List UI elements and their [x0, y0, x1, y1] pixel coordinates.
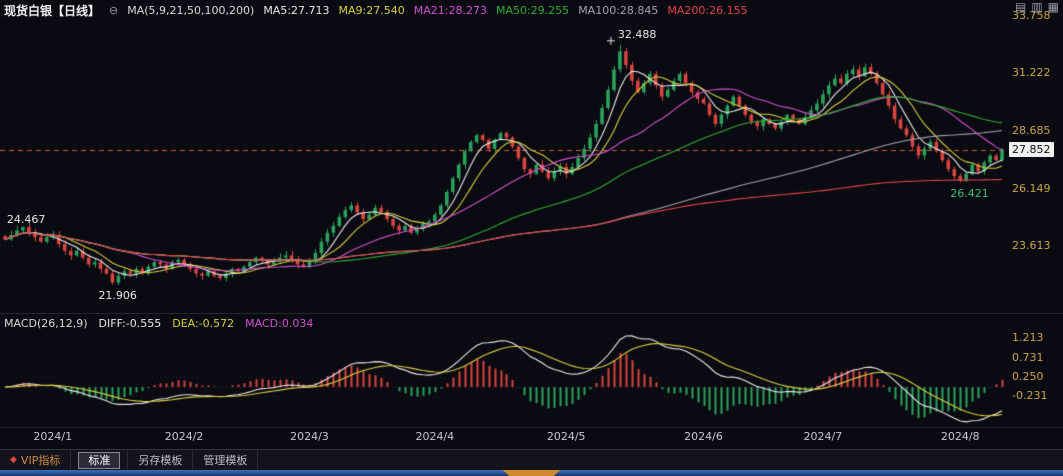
price-axis-label: 31.222 — [1012, 66, 1051, 80]
price-axis-label: 33.758 — [1012, 9, 1051, 22]
macd-axis-label: 0.250 — [1012, 369, 1044, 383]
date-axis-label: 2024/1 — [33, 430, 73, 443]
collapse-icon[interactable]: ⊖ — [109, 4, 119, 17]
chart-view-toggles: ▤ ▥ ▦ — [1015, 1, 1059, 14]
panel-divider — [0, 427, 1063, 428]
bottom-toolbar: ◆ VIP指标 标准 另存模板 管理模板 — [0, 449, 1063, 470]
price-axis-label: 26.149 — [1012, 181, 1051, 195]
price-axis-label: 28.685 — [1012, 124, 1051, 137]
macd-macd-value: MACD:0.034 — [245, 317, 314, 330]
tab-manage-template-label: 管理模板 — [203, 454, 248, 467]
ann-recent-low: 26.421 — [950, 187, 989, 201]
single-view-icon[interactable]: ▤ — [1014, 0, 1027, 14]
chart-header: 现货白银【日线】 ⊖ MA(5,9,21,50,100,200) MA5:27.… — [4, 2, 748, 19]
macd-axis-label: -0.231 — [1012, 389, 1048, 403]
ann-low-jan: 21.906 — [98, 288, 137, 302]
tab-standard[interactable]: 标准 — [78, 451, 121, 469]
macd-header: MACD(26,12,9) DIFF:-0.555 DEA:-0.572 MAC… — [4, 317, 313, 330]
date-axis-label: 2024/8 — [940, 430, 980, 443]
ma50-value: MA50:29.255 — [495, 4, 570, 17]
tab-standard-wrap: 标准 — [71, 450, 129, 470]
ma200-value: MA200:26.155 — [667, 4, 748, 17]
grid-view-icon[interactable]: ▦ — [1047, 0, 1059, 14]
date-axis-label: 2024/6 — [684, 430, 723, 443]
ma100-value: MA100:28.845 — [578, 4, 659, 17]
tab-save-template[interactable]: 另存模板 — [128, 450, 194, 470]
date-axis-label: 2024/4 — [415, 430, 455, 443]
price-axis-label: 23.613 — [1012, 239, 1051, 252]
panel-collapse-handle[interactable] — [502, 470, 561, 476]
tab-save-template-label: 另存模板 — [138, 454, 183, 467]
ma9-value: MA9:27.540 — [338, 4, 405, 17]
tab-manage-template[interactable]: 管理模板 — [193, 450, 259, 470]
macd-axis-label: 1.213 — [1012, 331, 1044, 344]
last-price-badge: 27.852 — [1009, 141, 1054, 157]
date-axis-label: 2024/7 — [803, 430, 843, 443]
macd-dea-value: DEA:-0.572 — [172, 317, 235, 330]
panel-divider — [0, 313, 1063, 314]
ann-high-early: 24.467 — [6, 212, 46, 226]
vip-diamond-icon: ◆ — [10, 455, 17, 465]
tab-vip-indicators[interactable]: ◆ VIP指标 — [0, 450, 72, 470]
ma21-value: MA21:28.273 — [413, 4, 487, 17]
tab-vip-label: VIP指标 — [20, 454, 61, 467]
ann-peak: 32.488 — [617, 27, 657, 41]
split-view-icon[interactable]: ▥ — [1031, 0, 1043, 14]
date-axis-label: 2024/3 — [290, 430, 329, 443]
instrument-title: 现货白银【日线】 — [4, 4, 101, 18]
date-axis-label: 2024/5 — [546, 430, 586, 443]
macd-settings-label[interactable]: MACD(26,12,9) — [4, 317, 88, 330]
ma-settings-label[interactable]: MA(5,9,21,50,100,200) — [127, 4, 255, 17]
macd-axis-label: 0.731 — [1012, 350, 1044, 364]
price-chart-canvas[interactable] — [0, 0, 1063, 448]
macd-diff-value: DIFF:-0.555 — [98, 317, 162, 330]
ma5-value: MA5:27.713 — [263, 4, 330, 17]
date-axis-label: 2024/2 — [164, 430, 204, 443]
